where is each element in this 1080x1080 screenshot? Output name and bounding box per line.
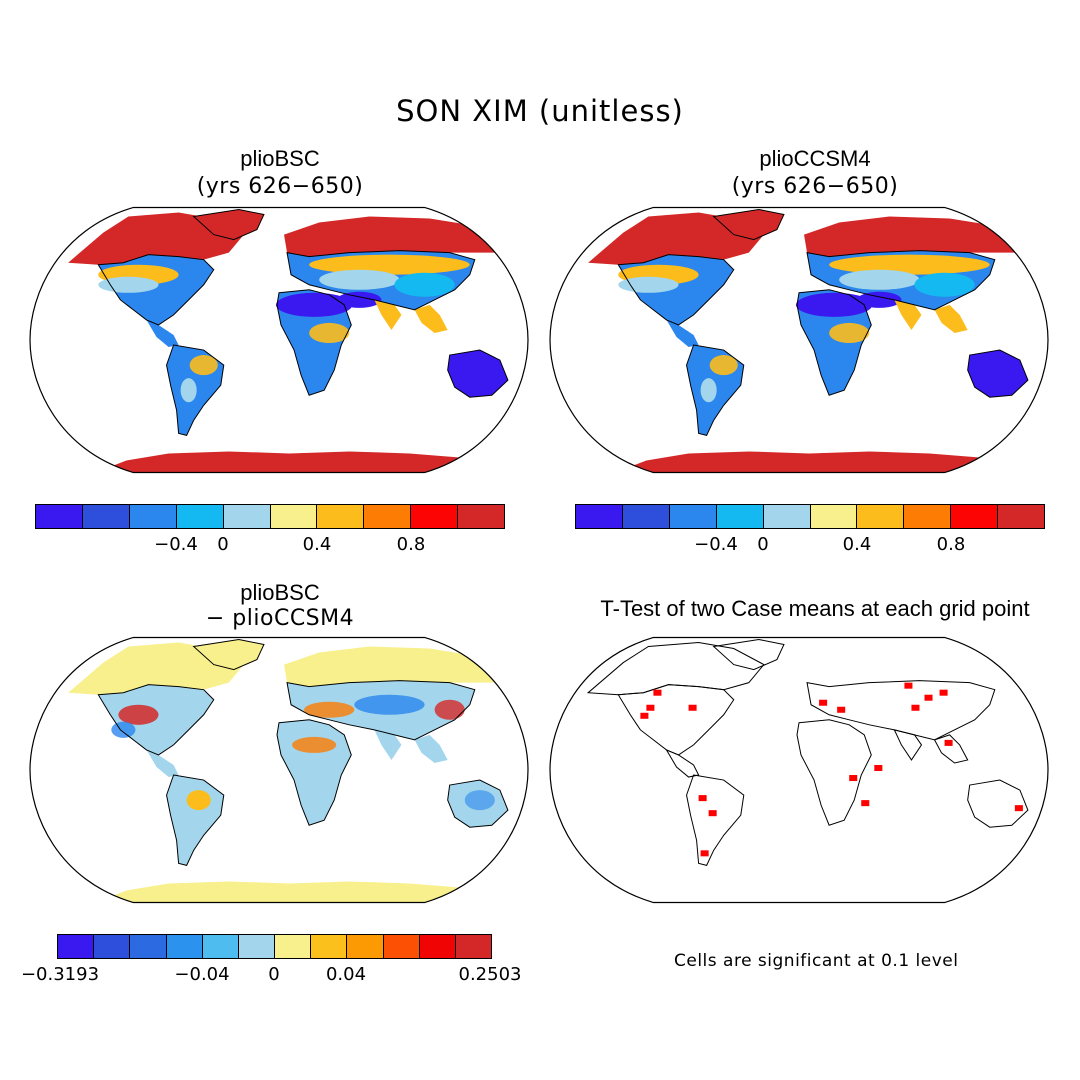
tick-label: −0.04: [174, 964, 230, 985]
tick-label: 0.4: [302, 534, 332, 555]
colorbar-swatch: [82, 505, 130, 528]
map-ccsm4: [549, 206, 1049, 474]
map-bsc: [29, 206, 529, 474]
map-difference: [29, 636, 529, 904]
colorbar-swatch: [202, 935, 239, 958]
colorbar-swatch: [669, 505, 717, 528]
tick-label: 0: [757, 534, 769, 555]
colorbar-swatch: [58, 935, 95, 958]
colorbar-swatch: [270, 505, 318, 528]
panel-title-ttest: T-Test of two Case means at each grid po…: [600, 596, 1030, 621]
colorbar-swatch: [275, 935, 312, 958]
colorbar-swatch: [716, 505, 764, 528]
colorbar-swatch: [130, 935, 167, 958]
colorbar-swatch: [176, 505, 224, 528]
tick-label: 0: [217, 534, 229, 555]
colorbar-swatch: [458, 505, 505, 528]
tick-label: −0.4: [694, 534, 738, 555]
colorbar-swatch: [311, 935, 348, 958]
tick-label: −0.3193: [20, 964, 100, 985]
colorbar-swatch: [455, 935, 492, 958]
tick-label: 0.8: [936, 534, 966, 555]
panel-title-bsc: plioBSC: [240, 146, 320, 171]
panel-subtitle-ccsm4: (yrs 626−650): [731, 174, 899, 199]
panel-subtitle-bsc: (yrs 626−650): [196, 174, 364, 199]
colorbar-swatch: [129, 505, 177, 528]
panel-title-diff: plioBSC: [240, 580, 320, 605]
colorbar-swatch: [364, 505, 412, 528]
colorbar-ccsm4: [575, 504, 1045, 529]
tick-label: 0.04: [325, 964, 367, 985]
tick-label: 0: [268, 964, 280, 985]
colorbar-swatch: [317, 505, 365, 528]
colorbar-swatch: [383, 935, 420, 958]
colorbar-swatch: [904, 505, 952, 528]
significance-note: Cells are significant at 0.1 level: [674, 951, 959, 971]
colorbar-swatch: [857, 505, 905, 528]
colorbar-bsc: [35, 504, 505, 529]
colorbar-difference: [57, 934, 492, 959]
colorbar-swatch: [238, 935, 276, 958]
colorbar-swatch: [223, 505, 271, 528]
colorbar-swatch: [951, 505, 999, 528]
tick-label: 0.8: [396, 534, 426, 555]
panel-title-ccsm4: plioCCSM4: [759, 146, 871, 171]
colorbar-swatch: [576, 505, 623, 528]
colorbar-swatch: [763, 505, 811, 528]
figure-title: SON XIM (unitless): [396, 94, 684, 128]
colorbar-swatch: [347, 935, 384, 958]
tick-label: 0.4: [842, 534, 872, 555]
colorbar-swatch: [36, 505, 83, 528]
colorbar-swatch: [419, 935, 456, 958]
tick-label: 0.2503: [458, 964, 522, 985]
colorbar-swatch: [998, 505, 1045, 528]
colorbar-swatch: [810, 505, 858, 528]
colorbar-swatch: [411, 505, 459, 528]
map-ttest: [549, 636, 1049, 904]
colorbar-swatch: [622, 505, 670, 528]
panel-subtitle-diff: − plioCCSM4: [205, 606, 355, 631]
colorbar-swatch: [166, 935, 203, 958]
colorbar-swatch: [94, 935, 131, 958]
tick-label: −0.4: [154, 534, 198, 555]
